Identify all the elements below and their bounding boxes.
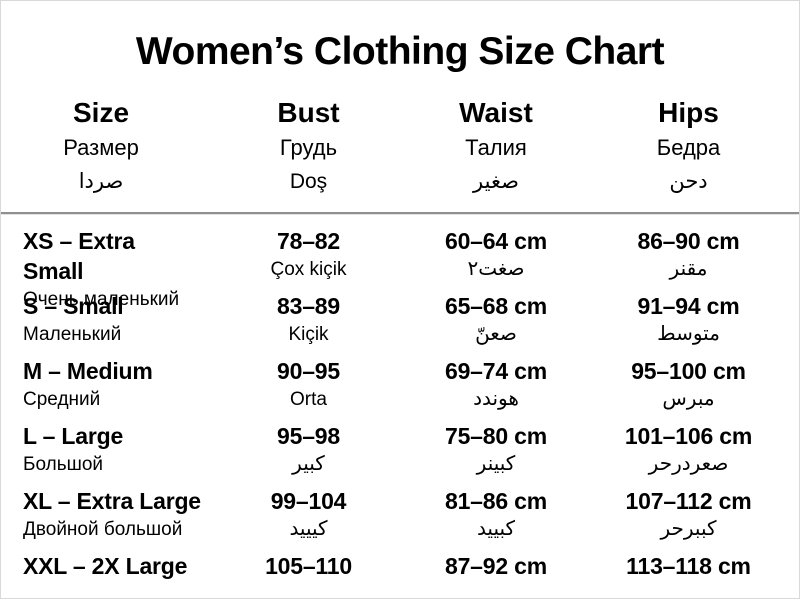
table-row-m: M – Medium Средний 90–95 Orta 69–74 cm ه…	[1, 352, 799, 417]
col-header-waist: Waist Талия صغير	[416, 95, 576, 200]
waist-translation: هوندد	[473, 388, 519, 410]
size-translation: Двойной большой	[23, 519, 183, 540]
hips-value: 113–118 cm	[626, 553, 751, 579]
col-header-bust: Bust Грудь Doş	[201, 95, 416, 200]
size-value: XL – Extra Large	[23, 488, 201, 514]
hips-value: 95–100 cm	[631, 358, 746, 384]
hips-value: 101–106 cm	[624, 423, 753, 449]
col-header-bust-ru: Грудь	[279, 135, 338, 160]
size-translation: Большой	[23, 454, 104, 475]
col-header-bust-ar: Doş	[289, 170, 328, 193]
col-header-waist-en: Waist	[459, 97, 533, 128]
col-header-size-ar: صردا	[78, 170, 124, 193]
bust-value: 78–82	[277, 228, 340, 254]
bust-translation: كبير	[292, 453, 325, 475]
page-title: Women’s Clothing Size Chart	[135, 30, 665, 73]
waist-value: 65–68 cm	[445, 293, 547, 319]
size-translation: Очень маленький	[23, 289, 180, 310]
waist-translation: صعنّ	[475, 323, 517, 345]
size-translation: Средний	[23, 389, 101, 410]
col-header-hips-ru: Бедра	[656, 135, 721, 160]
waist-value: 60–64 cm	[445, 228, 547, 254]
table-row-l: L – Large Большой 95–98 كبير 75–80 cm كب…	[1, 417, 799, 482]
hips-translation: صعردرحر	[648, 453, 729, 475]
bust-value: 99–104	[270, 488, 347, 514]
waist-value: 81–86 cm	[445, 488, 547, 514]
size-chart-table-body: XS – Extra Small Очень маленький 78–82 Ç…	[1, 222, 799, 593]
bust-translation: Kiçik	[288, 324, 329, 345]
size-cell: XXL – 2X Large	[1, 551, 201, 593]
hips-cell: 113–118 cm	[576, 551, 799, 593]
size-value: S – Small	[23, 293, 124, 319]
hips-cell: 91–94 cm متوسط	[576, 291, 799, 352]
waist-cell: 69–74 cm هوندد	[416, 356, 576, 417]
size-cell: XL – Extra Large Двойной большой	[1, 486, 201, 547]
hips-cell: 107–112 cm كببرحر	[576, 486, 799, 547]
waist-cell: 87–92 cm	[416, 551, 576, 593]
size-value: XXL – 2X Large	[23, 553, 188, 579]
bust-cell: 83–89 Kiçik	[201, 291, 416, 352]
col-header-waist-ru: Талия	[465, 135, 527, 160]
col-header-waist-ar: صغير	[473, 170, 519, 193]
size-translation: Маленький	[23, 324, 122, 345]
waist-value: 75–80 cm	[445, 423, 547, 449]
hips-translation: مبرس	[662, 388, 715, 410]
bust-translation: كيييد	[289, 518, 328, 540]
waist-translation: كبينر	[476, 453, 516, 475]
col-header-size: Size Размер صردا	[1, 95, 201, 200]
table-row-xs: XS – Extra Small Очень маленький 78–82 Ç…	[1, 222, 799, 310]
size-value: M – Medium	[23, 358, 153, 384]
hips-translation: مقنر	[669, 258, 708, 280]
size-cell: M – Medium Средний	[1, 356, 201, 417]
table-row-s: S – Small Маленький 83–89 Kiçik 65–68 cm…	[1, 287, 799, 352]
col-header-size-en: Size	[72, 97, 130, 128]
waist-value: 87–92 cm	[445, 553, 547, 579]
hips-value: 91–94 cm	[637, 293, 740, 319]
hips-translation: متوسط	[657, 323, 720, 345]
table-row-xl: XL – Extra Large Двойной большой 99–104 …	[1, 482, 799, 547]
bust-cell: 99–104 كيييد	[201, 486, 416, 547]
bust-cell: 95–98 كبير	[201, 421, 416, 482]
size-cell: XS – Extra Small Очень маленький	[1, 226, 201, 313]
size-value: L – Large	[23, 423, 124, 449]
bust-cell: 78–82 Çox kiçik	[201, 226, 416, 313]
bust-value: 105–110	[265, 553, 352, 579]
hips-cell: 95–100 cm مبرس	[576, 356, 799, 417]
hips-cell: 86–90 cm مقنر	[576, 226, 799, 313]
waist-value: 69–74 cm	[445, 358, 547, 384]
col-header-size-ru: Размер	[63, 135, 139, 160]
size-cell: S – Small Маленький	[1, 291, 201, 352]
waist-cell: 75–80 cm كبينر	[416, 421, 576, 482]
bust-translation: Orta	[290, 389, 327, 410]
table-row-xxl: XXL – 2X Large 105–110 87–92 cm 113–118 …	[1, 547, 799, 593]
hips-translation: كببرحر	[660, 518, 717, 540]
bust-cell: 105–110	[201, 551, 416, 593]
header-divider	[1, 212, 799, 214]
bust-value: 95–98	[277, 423, 340, 449]
col-header-hips-en: Hips	[658, 97, 719, 128]
waist-cell: 60–64 cm صغت٢	[416, 226, 576, 313]
bust-value: 83–89	[277, 293, 340, 319]
bust-value: 90–95	[277, 358, 340, 384]
size-value: XS – Extra Small	[23, 228, 135, 284]
waist-cell: 65–68 cm صعنّ	[416, 291, 576, 352]
waist-translation: صغت٢	[467, 258, 525, 280]
waist-cell: 81–86 cm كبييد	[416, 486, 576, 547]
hips-cell: 101–106 cm صعردرحر	[576, 421, 799, 482]
col-header-hips: Hips Бедра دحن	[576, 95, 799, 200]
waist-translation: كبييد	[476, 518, 516, 540]
hips-value: 86–90 cm	[637, 228, 740, 254]
col-header-bust-en: Bust	[277, 97, 340, 128]
bust-translation: Çox kiçik	[270, 259, 347, 280]
hips-value: 107–112 cm	[625, 488, 752, 514]
col-header-hips-ar: دحن	[669, 170, 708, 193]
bust-cell: 90–95 Orta	[201, 356, 416, 417]
size-cell: L – Large Большой	[1, 421, 201, 482]
table-header-row: Size Размер صردا Bust Грудь Doş Waist Та…	[1, 95, 799, 200]
